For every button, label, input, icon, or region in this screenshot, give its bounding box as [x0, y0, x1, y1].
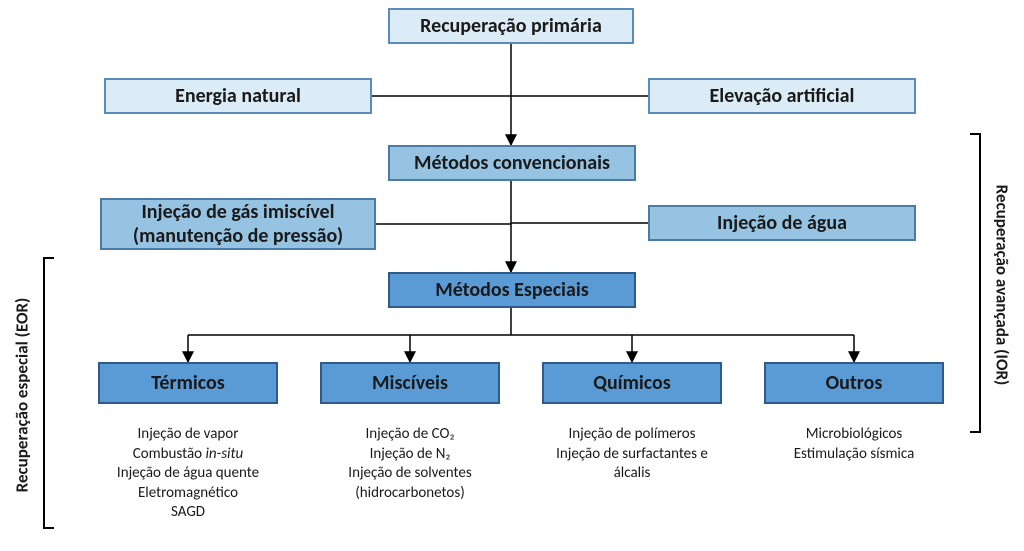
method-line: Estimulação sísmica	[764, 445, 944, 465]
node-label: Térmicos	[151, 371, 225, 395]
node-label: Métodos convencionais	[414, 151, 610, 175]
node-label: Métodos Especiais	[435, 278, 588, 302]
method-line: álcalis	[542, 464, 722, 484]
node-label: Outros	[826, 371, 883, 395]
node-label: Energia natural	[175, 84, 301, 108]
method-line: Injeção de CO₂	[320, 425, 500, 445]
node-label: Recuperação primária	[420, 14, 602, 38]
method-line: SAGD	[98, 503, 278, 523]
node-miscible: Miscíveis	[320, 362, 500, 404]
method-line: Microbiológicos	[764, 425, 944, 445]
methods-other: MicrobiológicosEstimulação sísmica	[764, 425, 944, 464]
methods-miscible: Injeção de CO₂Injeção de N₂Injeção de so…	[320, 425, 500, 503]
node-label: Miscíveis	[372, 371, 448, 395]
node-thermal: Térmicos	[98, 362, 278, 404]
method-line: Injeção de solventes	[320, 464, 500, 484]
side-label-right: Recuperação avançada (IOR)	[992, 185, 1013, 386]
node-artificial: Elevação artificial	[648, 78, 916, 114]
node-special: Métodos Especiais	[388, 272, 636, 308]
method-line: Injeção de vapor	[98, 425, 278, 445]
node-label: Injeção de gás imiscível(manutenção de p…	[133, 200, 343, 248]
method-line: Injeção de polímeros	[542, 425, 722, 445]
node-other: Outros	[764, 362, 944, 404]
method-line: Injeção de água quente	[98, 464, 278, 484]
methods-thermal: Injeção de vaporCombustão in-situInjeção…	[98, 425, 278, 523]
node-natural: Energia natural	[104, 78, 372, 114]
node-primary: Recuperação primária	[388, 8, 634, 44]
method-line: (hidrocarbonetos)	[320, 484, 500, 504]
method-line: Injeção de N₂	[320, 445, 500, 465]
method-line: Combustão in-situ	[98, 445, 278, 465]
node-label: Injeção de água	[717, 211, 847, 235]
method-line: Eletromagnético	[98, 484, 278, 504]
node-label: Elevação artificial	[710, 84, 855, 108]
node-conventional: Métodos convencionais	[388, 145, 636, 181]
node-chemical: Químicos	[542, 362, 722, 404]
method-line: Injeção de surfactantes e	[542, 445, 722, 465]
node-water: Injeção de água	[648, 205, 916, 241]
side-label-left: Recuperação especial (EOR)	[12, 298, 33, 493]
methods-chemical: Injeção de polímerosInjeção de surfactan…	[542, 425, 722, 484]
node-gas: Injeção de gás imiscível(manutenção de p…	[100, 198, 376, 250]
node-label: Químicos	[593, 371, 671, 395]
